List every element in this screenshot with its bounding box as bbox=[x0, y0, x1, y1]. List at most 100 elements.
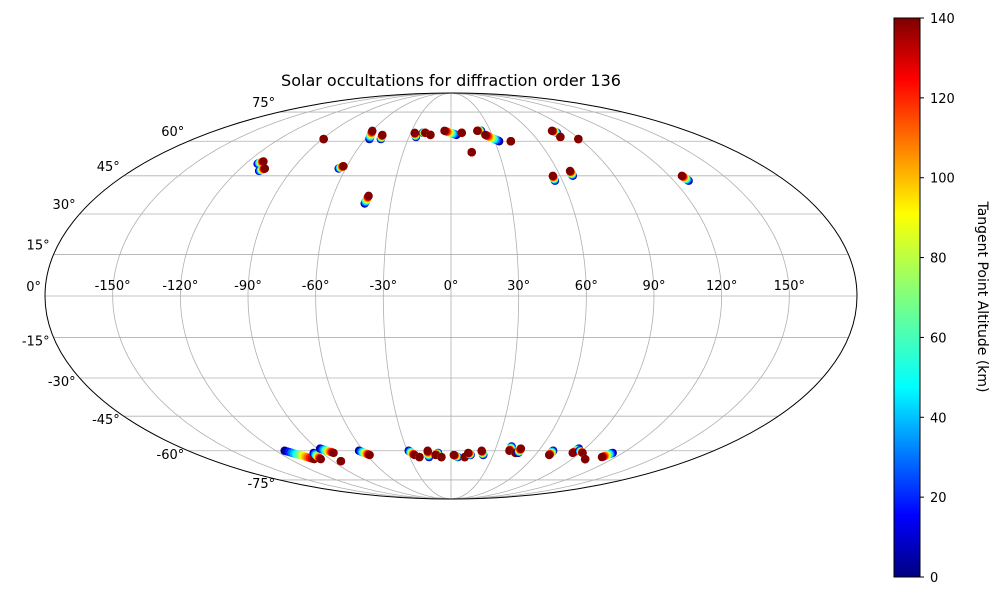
occultation-track bbox=[565, 166, 577, 181]
meridian-line bbox=[450, 93, 587, 499]
occultation-point bbox=[565, 166, 575, 176]
occultation-point bbox=[516, 444, 526, 453]
occultation-track bbox=[334, 161, 348, 173]
lat-tick-label: 75° bbox=[252, 96, 275, 111]
occultation-point bbox=[481, 130, 490, 140]
map-boundary bbox=[44, 92, 858, 500]
meridian-line bbox=[179, 93, 452, 499]
occultation-points bbox=[253, 126, 693, 466]
colorbar-tick-label: 20 bbox=[930, 491, 947, 506]
occultation-track bbox=[319, 134, 328, 144]
occultation-track bbox=[467, 148, 476, 157]
occultation-point bbox=[319, 134, 328, 144]
lat-tick-label: 60° bbox=[161, 125, 184, 140]
lon-tick-label: -150° bbox=[95, 279, 131, 294]
lon-tick-label: 30° bbox=[507, 279, 530, 294]
occultation-track bbox=[336, 457, 346, 466]
occultation-track bbox=[253, 157, 268, 169]
occultation-track bbox=[548, 171, 560, 185]
colorbar-tick-label: 60 bbox=[930, 331, 947, 346]
occultation-track bbox=[418, 128, 430, 138]
occultation-track bbox=[376, 130, 387, 144]
lon-tick-label: -60° bbox=[302, 279, 330, 294]
lat-tick-label: -15° bbox=[22, 335, 50, 350]
lon-tick-label: 60° bbox=[575, 279, 598, 294]
occultation-track bbox=[365, 126, 377, 144]
lat-tick-label: 30° bbox=[53, 198, 76, 213]
occultation-point bbox=[316, 454, 326, 464]
occultation-track bbox=[315, 444, 338, 458]
colorbar-tick-label: 120 bbox=[930, 92, 955, 107]
lon-tick-label: 90° bbox=[642, 279, 665, 294]
occultation-point bbox=[548, 171, 557, 181]
lat-tick-label: 45° bbox=[97, 160, 120, 175]
occultation-track bbox=[556, 132, 565, 142]
chart-title: Solar occultations for diffraction order… bbox=[281, 71, 621, 90]
occultation-track bbox=[404, 446, 419, 460]
occultation-track bbox=[354, 446, 374, 460]
colorbar-label: Tangent Point Altitude (km) bbox=[974, 200, 990, 392]
occultation-track bbox=[575, 446, 587, 458]
occultation-track bbox=[677, 171, 693, 185]
lon-tick-label: 150° bbox=[774, 279, 805, 294]
colorbar-tick-label: 40 bbox=[930, 411, 947, 426]
occultation-track bbox=[309, 448, 326, 464]
lon-tick-label: 120° bbox=[706, 279, 737, 294]
occultation-point bbox=[473, 126, 482, 135]
occultation-track bbox=[423, 446, 434, 462]
occultation-track bbox=[463, 448, 475, 460]
colorbar-tick-label: 80 bbox=[930, 252, 947, 267]
occultation-track bbox=[597, 448, 617, 462]
occultation-point bbox=[547, 126, 557, 135]
occultation-track bbox=[574, 134, 583, 144]
lat-tick-label: 15° bbox=[27, 238, 50, 253]
occultation-point bbox=[544, 450, 554, 460]
colorbar: 0 20 40 60 80 100 120 140 Tangent Point Altitud… bbox=[893, 12, 990, 586]
occultation-point bbox=[580, 454, 590, 464]
occultation-point bbox=[437, 452, 446, 462]
lon-tick-label: -30° bbox=[369, 279, 397, 294]
lat-tick-label: -75° bbox=[247, 477, 275, 492]
lat-tick-label: 0° bbox=[26, 280, 41, 295]
occultation-point bbox=[506, 137, 516, 146]
meridian-line bbox=[112, 93, 452, 499]
occultation-point bbox=[556, 132, 565, 142]
occultation-point bbox=[260, 164, 270, 173]
occultation-track bbox=[544, 446, 558, 460]
occultation-point bbox=[415, 452, 424, 462]
occultation-point bbox=[457, 128, 466, 138]
latitude-tick-labels: -75° -60° -45° -30° -15° 0° 15° 30° 45° 60° 75° bbox=[22, 96, 275, 492]
occultation-track bbox=[254, 164, 270, 176]
lat-tick-label: -60° bbox=[157, 448, 185, 463]
occultation-point bbox=[423, 446, 432, 455]
occultation-point bbox=[440, 126, 449, 135]
occultation-point bbox=[336, 457, 346, 466]
occultation-track bbox=[547, 126, 562, 138]
occultation-track bbox=[426, 130, 435, 140]
occultation-point bbox=[463, 448, 473, 458]
colorbar-tick-label: 140 bbox=[930, 12, 955, 27]
occultation-point bbox=[426, 130, 435, 140]
occultation-track bbox=[473, 126, 486, 135]
colorbar-tick-label: 0 bbox=[930, 571, 938, 586]
graticule bbox=[45, 93, 857, 499]
occultation-point bbox=[574, 134, 583, 144]
occultation-point bbox=[378, 130, 387, 140]
occultation-track bbox=[280, 446, 319, 464]
meridian-line bbox=[450, 93, 790, 499]
colorbar-gradient bbox=[893, 17, 921, 578]
lon-tick-label: -90° bbox=[234, 279, 262, 294]
occultation-track bbox=[580, 454, 590, 464]
occultation-point bbox=[410, 128, 419, 138]
occultation-point bbox=[449, 450, 458, 460]
meridian-line bbox=[450, 93, 723, 499]
occultation-point bbox=[477, 446, 486, 455]
occultation-point bbox=[259, 157, 268, 166]
lat-tick-label: -45° bbox=[92, 413, 120, 428]
occultation-track bbox=[481, 130, 504, 146]
longitude-tick-labels: -150° -120° -90° -60° -30° 0° 30° 60° 90° 120° 150… bbox=[95, 279, 805, 294]
colorbar-ticks: 0 20 40 60 80 100 120 140 bbox=[920, 12, 955, 586]
lon-tick-label: 0° bbox=[444, 279, 459, 294]
occultation-point bbox=[365, 450, 374, 460]
